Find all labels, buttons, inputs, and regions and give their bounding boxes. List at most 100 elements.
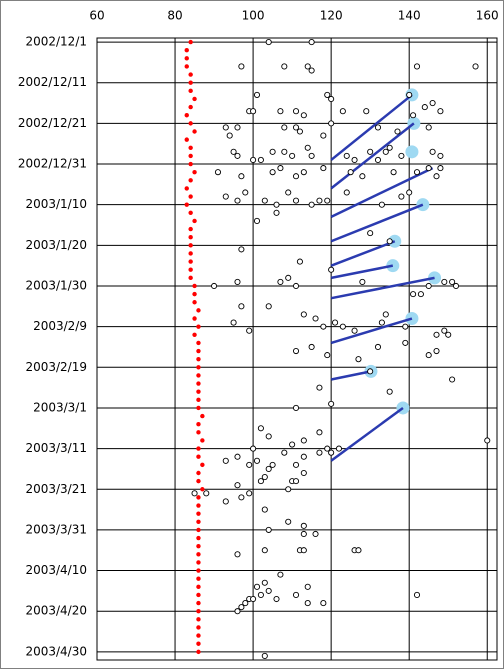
open-circle (296, 258, 303, 265)
y-tick-label: 2003/1/20 (25, 238, 87, 252)
red-dot (188, 194, 193, 199)
open-circle (441, 327, 448, 334)
open-circle (250, 445, 257, 452)
red-dot (196, 373, 201, 378)
open-circle (285, 274, 292, 281)
open-circle (285, 518, 292, 525)
open-circle (374, 343, 382, 351)
red-dot (188, 39, 193, 45)
open-circle (292, 591, 300, 599)
red-dot (200, 487, 205, 492)
open-circle (250, 108, 257, 115)
open-circle (214, 169, 222, 176)
red-dot (196, 625, 201, 630)
open-circle (269, 461, 276, 468)
open-circle (261, 474, 268, 481)
red-dot (196, 568, 201, 573)
open-circle (257, 591, 264, 599)
open-circle (242, 189, 249, 196)
open-circle (312, 530, 319, 538)
open-circle (421, 104, 428, 111)
plot-border (96, 37, 498, 661)
open-circle (277, 278, 284, 285)
open-circle (324, 445, 331, 452)
open-circle (300, 530, 307, 538)
open-circle (246, 461, 253, 468)
open-circle (320, 600, 327, 607)
open-circle (238, 63, 245, 70)
open-circle (320, 323, 327, 330)
y-tick-label: 2002/12/1 (25, 35, 87, 49)
open-circle (238, 494, 245, 501)
open-circle (257, 425, 264, 432)
open-circle (328, 95, 335, 103)
red-dot (196, 641, 201, 646)
open-circle (300, 453, 307, 460)
open-circle (308, 152, 315, 159)
open-circle (265, 303, 272, 310)
open-circle (425, 352, 432, 359)
open-circle (234, 152, 241, 159)
red-dot (192, 291, 197, 297)
open-circle (238, 246, 245, 253)
open-circle (359, 278, 366, 285)
open-circle (378, 319, 385, 326)
open-circle (402, 339, 409, 346)
open-circle (253, 457, 261, 464)
open-circle (433, 331, 440, 338)
red-dot (188, 145, 193, 150)
red-dot (188, 161, 193, 167)
open-circle (273, 209, 280, 216)
open-circle (374, 124, 382, 131)
red-dot (188, 178, 193, 183)
open-circle (277, 571, 284, 578)
open-circle (203, 490, 210, 497)
red-dot (184, 186, 189, 191)
red-dot (184, 56, 189, 61)
open-circle (265, 39, 272, 46)
open-circle (250, 156, 257, 164)
open-circle (374, 156, 382, 164)
open-circle (410, 112, 417, 119)
open-circle (472, 63, 479, 70)
red-dot (200, 462, 205, 468)
open-circle (300, 112, 307, 119)
red-dot (188, 235, 193, 240)
marks (184, 39, 491, 659)
open-circle (316, 429, 323, 436)
open-circle (300, 311, 307, 318)
red-dot (196, 617, 201, 622)
open-circle (433, 347, 440, 355)
y-tick-label: 2003/2/19 (25, 360, 87, 374)
open-circle (316, 384, 323, 391)
red-dot (188, 275, 193, 281)
y-tick-label: 2003/3/21 (25, 482, 87, 496)
open-circle (285, 189, 292, 196)
open-circle (273, 595, 280, 603)
red-dot (184, 64, 189, 69)
red-dot (196, 535, 201, 541)
open-circle (386, 144, 393, 151)
red-dot (196, 324, 201, 329)
open-circle (242, 600, 249, 607)
open-circle (351, 156, 358, 164)
open-circle (304, 144, 311, 151)
red-dot (196, 454, 201, 459)
red-dot (200, 413, 205, 419)
red-dot (192, 169, 197, 175)
open-circle (394, 128, 401, 135)
open-circle (445, 331, 452, 338)
open-circle (437, 152, 444, 159)
x-tick-label: 100 (242, 9, 265, 23)
red-dot (192, 332, 197, 337)
open-circle (281, 148, 288, 155)
red-dot (192, 283, 197, 289)
open-circle (289, 152, 296, 159)
open-circle (347, 169, 354, 176)
red-dot (188, 243, 193, 248)
open-circle (413, 169, 421, 176)
open-circle (261, 652, 268, 659)
open-circle (449, 376, 456, 383)
open-circle (222, 457, 229, 464)
